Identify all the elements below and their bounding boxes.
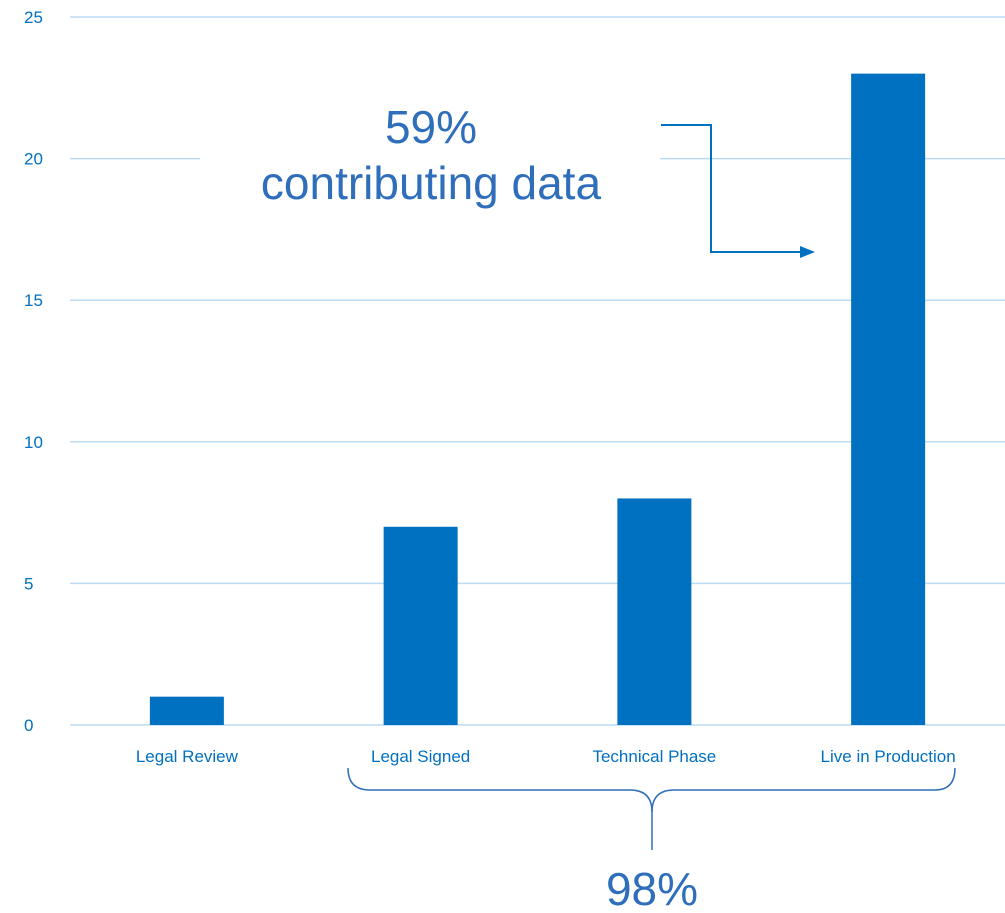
bar-legal-signed (383, 526, 458, 725)
callout-percent: 59% (385, 101, 477, 153)
callout-arrow-line (661, 124, 800, 253)
callout-arrow-head (800, 246, 815, 258)
callout-background (200, 95, 660, 220)
y-axis-ticks: 0 5 10 15 20 25 (24, 8, 43, 735)
bar-legal-review (149, 696, 224, 725)
x-category-label: Legal Signed (371, 747, 470, 766)
y-tick-label: 15 (24, 291, 43, 310)
y-tick-label: 25 (24, 8, 43, 27)
callout-text: contributing data (261, 157, 602, 209)
y-tick-label: 0 (24, 716, 33, 735)
brace-percent: 98% (606, 863, 698, 913)
x-axis-labels: Legal Review Legal Signed Technical Phase L… (136, 747, 956, 766)
y-tick-label: 10 (24, 433, 43, 452)
x-category-label: Live in Production (821, 747, 956, 766)
y-tick-label: 20 (24, 150, 43, 169)
bar-technical-phase (617, 498, 692, 725)
bar-live-in-production (851, 73, 926, 725)
bars (149, 73, 926, 725)
y-tick-label: 5 (24, 574, 33, 593)
x-category-label: Technical Phase (592, 747, 716, 766)
brace (347, 767, 956, 813)
x-category-label: Legal Review (136, 747, 239, 766)
